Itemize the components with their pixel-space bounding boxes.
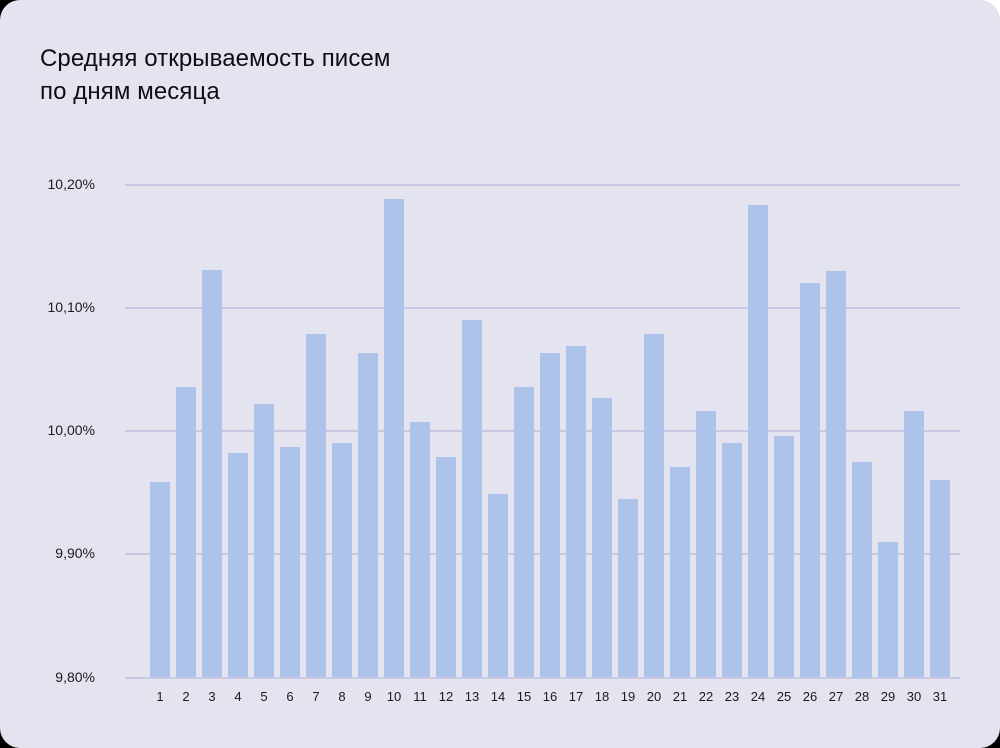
bar-day-13[interactable]	[462, 320, 482, 678]
x-tick-label: 14	[490, 689, 506, 704]
y-tick-label: 10,20%	[47, 175, 95, 192]
x-tick-label: 8	[338, 689, 346, 704]
gridline	[125, 306, 960, 309]
x-tick-label: 11	[413, 689, 427, 704]
chart-title-line-1: Средняя открываемость писем	[40, 45, 391, 72]
bar-day-5[interactable]	[254, 403, 274, 678]
x-tick-label: 12	[438, 689, 454, 704]
bar-day-26[interactable]	[800, 283, 820, 678]
x-tick-label: 10	[386, 689, 402, 704]
bar-day-3[interactable]	[202, 269, 222, 678]
x-tick-label: 29	[880, 689, 896, 704]
x-tick-label: 18	[594, 689, 610, 704]
y-tick-label: 10,10%	[47, 298, 95, 315]
bar-day-16[interactable]	[540, 353, 560, 678]
bar-day-20[interactable]	[644, 333, 664, 678]
x-tick-label: 16	[542, 689, 558, 704]
bar-day-10[interactable]	[384, 199, 404, 678]
x-tick-label: 24	[750, 689, 766, 704]
bar-day-4[interactable]	[228, 453, 248, 678]
bar-day-28[interactable]	[852, 461, 872, 678]
y-tick-label: 9,90%	[55, 545, 95, 562]
x-tick-label: 4	[234, 689, 242, 704]
x-tick-label: 6	[286, 689, 294, 704]
bar-day-27[interactable]	[826, 270, 846, 678]
x-tick-label: 19	[620, 689, 636, 704]
x-tick-label: 5	[260, 689, 268, 704]
bar-day-6[interactable]	[280, 447, 300, 678]
x-tick-label: 13	[464, 689, 480, 704]
bar-day-1[interactable]	[150, 481, 170, 678]
x-tick-label: 27	[828, 689, 844, 704]
x-tick-label: 3	[208, 689, 216, 704]
x-tick-label: 25	[776, 689, 792, 704]
bar-day-12[interactable]	[436, 456, 456, 678]
bar-day-8[interactable]	[332, 443, 352, 678]
x-tick-label: 30	[906, 689, 922, 704]
x-tick-label: 20	[646, 689, 662, 704]
bar-day-9[interactable]	[358, 353, 378, 678]
bar-day-23[interactable]	[722, 443, 742, 678]
bar-day-18[interactable]	[592, 397, 612, 678]
x-tick-label: 2	[182, 689, 190, 704]
bar-day-2[interactable]	[176, 386, 196, 678]
gridline	[125, 183, 960, 186]
x-tick-label: 7	[312, 689, 320, 704]
x-tick-label: 21	[672, 689, 688, 704]
bar-day-30[interactable]	[904, 411, 924, 678]
x-tick-label: 31	[932, 689, 948, 704]
x-tick-label: 1	[156, 689, 164, 704]
chart-title-line-2: по дням месяца	[40, 78, 220, 105]
bar-day-14[interactable]	[488, 493, 508, 678]
chart-title: Средняя открываемость писем по дням меся…	[40, 42, 560, 108]
x-tick-label: 28	[854, 689, 870, 704]
bar-day-22[interactable]	[696, 411, 716, 678]
x-tick-label: 9	[364, 689, 372, 704]
x-tick-label: 26	[802, 689, 818, 704]
bar-day-19[interactable]	[618, 498, 638, 678]
y-tick-label: 10,00%	[47, 422, 95, 438]
y-tick-label: 9,80%	[55, 668, 95, 685]
bar-day-25[interactable]	[774, 435, 794, 678]
bar-day-7[interactable]	[306, 333, 326, 678]
bar-day-17[interactable]	[566, 345, 586, 678]
bar-day-15[interactable]	[514, 386, 534, 678]
x-tick-label: 22	[698, 689, 714, 704]
x-tick-label: 15	[516, 689, 532, 704]
bar-day-11[interactable]	[410, 422, 430, 678]
bar-day-29[interactable]	[878, 541, 898, 678]
bar-day-24[interactable]	[748, 205, 768, 678]
x-tick-label: 17	[568, 689, 584, 704]
bar-day-31[interactable]	[930, 480, 950, 678]
gridline	[125, 676, 960, 679]
x-tick-label: 23	[724, 689, 740, 704]
bar-day-21[interactable]	[670, 466, 690, 678]
